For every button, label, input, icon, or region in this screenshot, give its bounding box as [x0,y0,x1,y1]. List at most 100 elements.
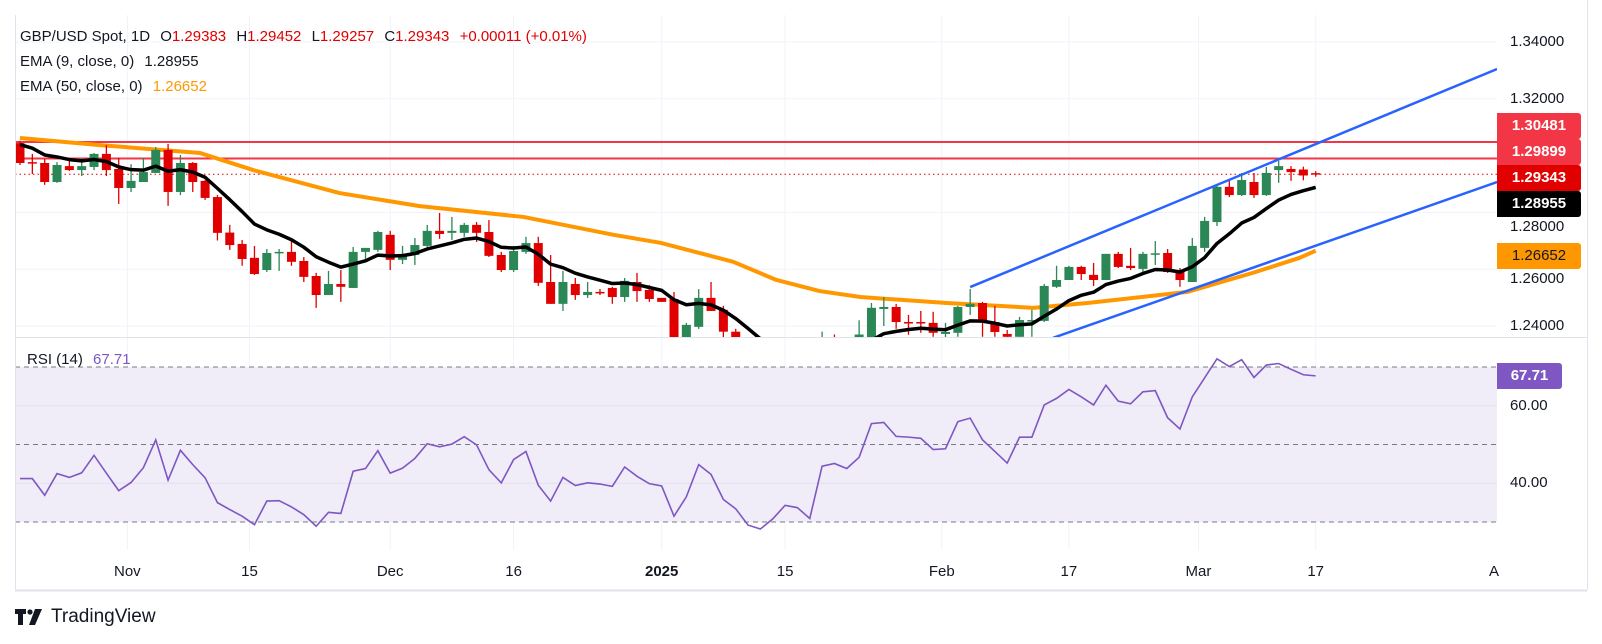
time-axis-label: 16 [505,563,522,580]
candle [1274,160,1284,183]
candle-body [990,322,1000,332]
ema9-badge: 1.28955 [1497,191,1581,217]
ema50-legend[interactable]: EMA (50, close, 0) 1.26652 [20,78,213,95]
candle [225,224,235,250]
candle [336,270,346,302]
candle-body [262,253,272,271]
high-label: H [236,28,248,45]
candle-body [607,287,617,298]
candle-body [361,247,371,252]
candle [348,247,358,288]
time-axis-label: A [1488,563,1500,580]
candle-body [435,230,445,234]
candle [237,239,247,266]
candle [447,216,457,240]
candle [1089,262,1099,286]
candle [1200,216,1210,252]
candle [1015,316,1025,337]
candle [188,162,198,192]
candle-body [212,197,222,233]
candle-body [1064,266,1074,280]
tradingview-logo[interactable]: TradingView [15,606,156,628]
candle-body [718,309,728,332]
time-axis-label: Mar [1185,563,1212,580]
candle [903,314,913,335]
candle [1311,171,1321,177]
symbol-title[interactable]: GBP/USD Spot, 1D [20,28,151,45]
candle [163,143,173,206]
candle-body [681,324,691,337]
candle-body [830,340,839,351]
candle [533,236,543,286]
candle-body [447,230,457,233]
candle-body [175,162,185,192]
candle [990,305,1000,337]
candle [324,270,333,296]
candle-body [422,230,432,246]
candle-body [348,251,358,288]
candle [274,249,284,271]
price-pane[interactable] [15,67,1497,411]
candle-body [237,243,247,259]
candle-body [286,251,296,262]
low-value: 1.29257 [319,28,375,45]
candle-body [138,172,148,183]
candle-body [114,168,124,188]
candle-body [1286,168,1296,173]
candle-body [200,180,210,198]
candle-body [459,224,469,233]
candle-body [1150,253,1160,255]
candle-body [249,257,259,275]
candle-body [52,164,62,183]
candle [595,289,605,296]
candle-body [40,162,50,183]
candle [175,155,185,196]
rsi-axis-label: 60.00 [1510,396,1548,414]
candle-body [583,291,593,296]
candle-body [299,260,309,277]
candle-body [1249,182,1259,196]
ema50-badge: 1.26652 [1497,243,1581,269]
candle-body [546,281,556,304]
ema50-label: EMA (50, close, 0) [20,78,143,95]
candle-body [1175,270,1185,280]
candle-body [558,281,568,304]
candle-body [1076,266,1086,275]
candle-body [126,180,136,188]
rsi-pane[interactable] [15,357,1497,530]
open-label: O [160,28,172,45]
ema9-legend[interactable]: EMA (9, close, 0) 1.28955 [20,53,205,70]
rsi-legend[interactable]: RSI (14) 67.71 [27,351,137,368]
candle [509,245,519,273]
candle [1237,172,1247,196]
candle-body [694,297,704,327]
candle [311,272,321,308]
candle-body [842,343,851,352]
high-value: 1.29452 [247,28,302,45]
candle-body [854,334,864,337]
candle [1212,184,1222,227]
candle-body [1027,320,1037,322]
candle-body [903,322,913,324]
low-label: L [311,28,320,45]
candle [1126,247,1136,271]
candle [286,241,296,266]
time-axis-label: 2025 [644,563,679,580]
candle [496,251,506,273]
candle [27,153,37,175]
candle-body [866,307,876,337]
candle-body [731,331,741,337]
price-axis-label: 1.26000 [1510,270,1565,287]
candle [212,195,222,241]
candle-body [1237,180,1247,196]
ema50-line [19,135,1317,310]
tradingview-wordmark: TradingView [51,606,156,627]
candle [40,159,50,185]
candle-body [151,149,161,173]
time-axis-label: 15 [776,563,794,580]
ohlc-legend: GBP/USD Spot, 1D O1.29383 H1.29452 L1.29… [20,28,593,45]
candle [1261,166,1271,196]
candle-body [533,243,543,283]
open-value: 1.29383 [171,28,227,45]
